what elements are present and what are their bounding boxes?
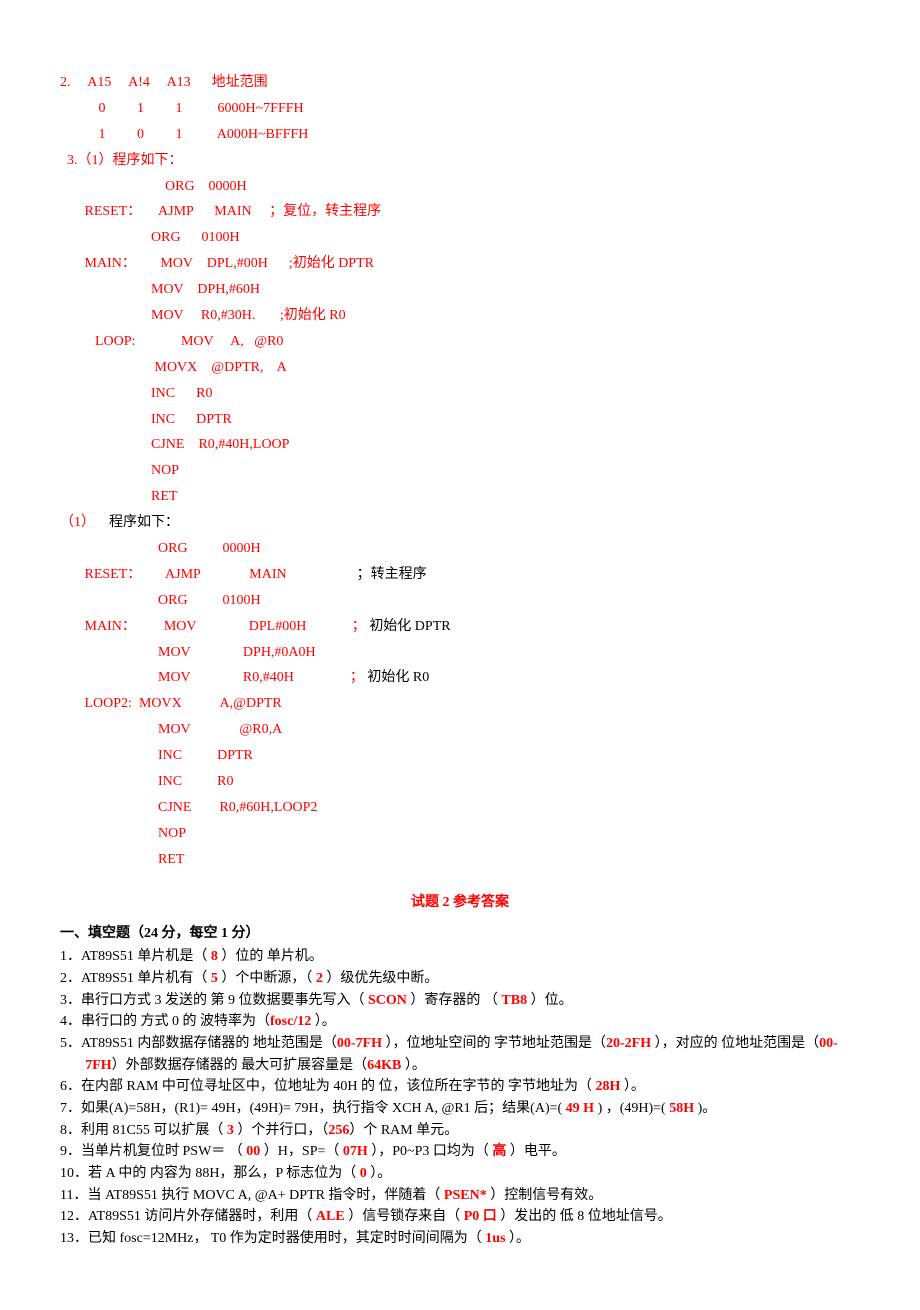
prog2-comment: 初始化 R0 (367, 670, 429, 685)
q6: 6．在内部 RAM 中可位寻址区中，位地址为 40H 的 位，该位所在字节的 字… (60, 1076, 860, 1098)
q4: 4．串行口的 方式 0 的 波特率为（fosc/12 ）。 (60, 1011, 860, 1033)
prog1-line: ORG 0100H (60, 230, 240, 245)
prog2-line: ORG 0000H (60, 541, 261, 556)
prog2-line: INC R0 (60, 774, 233, 789)
q8: 8．利用 81C55 可以扩展（ 3 ）个并行口，（256）个 RAM 单元。 (60, 1120, 860, 1142)
prog2-line: RET (60, 852, 184, 867)
fill-blank-heading: 一、填空题（24 分，每空 1 分） (60, 922, 860, 946)
prog1-line: LOOP: MOV A, @R0 (60, 334, 283, 349)
q11-ans: PSEN* (444, 1188, 487, 1203)
q10: 10．若 A 中的 内容为 88H，那么，P 标志位为（ 0 ）。 (60, 1163, 860, 1185)
program-2: （1） 程序如下： ORG 0000H RESET： AJMP MAIN ；转主… (60, 510, 860, 872)
prog1-line: MOV DPH,#60H (60, 282, 260, 297)
addr-row-2: 1 0 1 A000H~BFFFH (60, 127, 308, 142)
prog1-line: MOV R0,#30H. ;初始化 R0 (60, 308, 346, 323)
q7-ans-a: 49 H (566, 1101, 594, 1116)
q3-ans-b: TB8 (501, 993, 527, 1008)
prog1-line: MOVX @DPTR, A (60, 360, 287, 375)
prog2-title-rest: 程序如下： (109, 515, 179, 530)
q5-ans-d: 64KB (367, 1058, 401, 1073)
prog2-title-prefix: （1） (60, 515, 109, 530)
q9-ans-a: 00 (246, 1144, 260, 1159)
address-table: 2. A15 A!4 A13 地址范围 0 1 1 6000H~7FFFH 1 … (60, 70, 860, 148)
q8-ans-a: 3 (227, 1123, 234, 1138)
q10-ans: 0 (360, 1166, 367, 1181)
q12: 12．AT89S51 访问片外存储器时，利用（ ALE ）信号锁存来自（ P0 … (60, 1206, 860, 1228)
exam2-title: 试题 2 参考答案 (60, 891, 860, 915)
prog1-title: 3.（1）程序如下： (60, 153, 183, 168)
program-1: 3.（1）程序如下： ORG 0000H RESET： AJMP MAIN ；复… (60, 148, 860, 510)
prog2-line: MOV @R0,A (60, 722, 282, 737)
prog2-comment: ；转主程序 (357, 567, 427, 582)
prog2-comment: 初始化 DPTR (369, 619, 450, 634)
prog1-line: NOP (60, 463, 179, 478)
q3: 3．串行口方式 3 发送的 第 9 位数据要事先写入（ SCON ）寄存器的 （… (60, 990, 860, 1012)
q1-ans: 8 (211, 949, 218, 964)
prog2-line: MOV R0,#40H ； (60, 670, 367, 685)
q13: 13．已知 fosc=12MHz， T0 作为定时器使用时，其定时时间间隔为（ … (60, 1228, 860, 1250)
q5: 5．AT89S51 内部数据存储器的 地址范围是（00-7FH ），位地址空间的… (60, 1033, 860, 1076)
prog2-line: CJNE R0,#60H,LOOP2 (60, 800, 317, 815)
prog2-line: INC DPTR (60, 748, 253, 763)
q7-ans-b: 58H (669, 1101, 694, 1116)
q5-ans-a: 00-7FH (337, 1036, 382, 1051)
prog2-line: MAIN： MOV DPL#00H ； (60, 619, 369, 634)
q9: 9．当单片机复位时 PSW＝ （ 00 ）H，SP=（ 07H ），P0~P3 … (60, 1141, 860, 1163)
q2: 2．AT89S51 单片机有（ 5 ）个中断源，（ 2 ）级优先级中断。 (60, 968, 860, 990)
q12-ans-a: ALE (316, 1209, 345, 1224)
prog1-line: ORG 0000H (60, 179, 247, 194)
q8-ans-b: 256 (328, 1123, 349, 1138)
q9-ans-c: 高 (492, 1144, 506, 1159)
q1: 1．AT89S51 单片机是（ 8 ）位的 单片机。 (60, 946, 860, 968)
prog1-line: CJNE R0,#40H,LOOP (60, 437, 289, 452)
q2-ans-b: 2 (316, 971, 323, 986)
q13-ans: 1us (485, 1231, 505, 1246)
prog1-line: RESET： AJMP MAIN ；复位，转主程序 (60, 204, 381, 219)
q4-ans: fosc/12 (270, 1014, 311, 1029)
q3-ans-a: SCON (368, 993, 407, 1008)
q9-ans-b: 07H (343, 1144, 368, 1159)
prog1-line: MAIN： MOV DPL,#00H ;初始化 DPTR (60, 256, 374, 271)
prog1-line: RET (60, 489, 177, 504)
addr-row-1: 0 1 1 6000H~7FFFH (60, 101, 304, 116)
q6-ans: 28H (596, 1079, 621, 1094)
addr-header: 2. A15 A!4 A13 地址范围 (60, 75, 268, 90)
q7: 7．如果(A)=58H，(R1)= 49H，(49H)= 79H，执行指令 XC… (60, 1098, 860, 1120)
q2-ans-a: 5 (211, 971, 218, 986)
prog2-line: NOP (60, 826, 186, 841)
prog2-line: ORG 0100H (60, 593, 261, 608)
q11: 11．当 AT89S51 执行 MOVC A, @A+ DPTR 指令时，伴随着… (60, 1185, 860, 1207)
prog1-line: INC R0 (60, 386, 212, 401)
prog2-line: MOV DPH,#0A0H (60, 645, 316, 660)
prog2-line: RESET： AJMP MAIN (60, 567, 357, 582)
prog2-line: LOOP2: MOVX A,@DPTR (60, 696, 282, 711)
q5-ans-b: 20-2FH (606, 1036, 651, 1051)
q12-ans-b: P0 口 (464, 1209, 497, 1224)
prog1-line: INC DPTR (60, 412, 232, 427)
